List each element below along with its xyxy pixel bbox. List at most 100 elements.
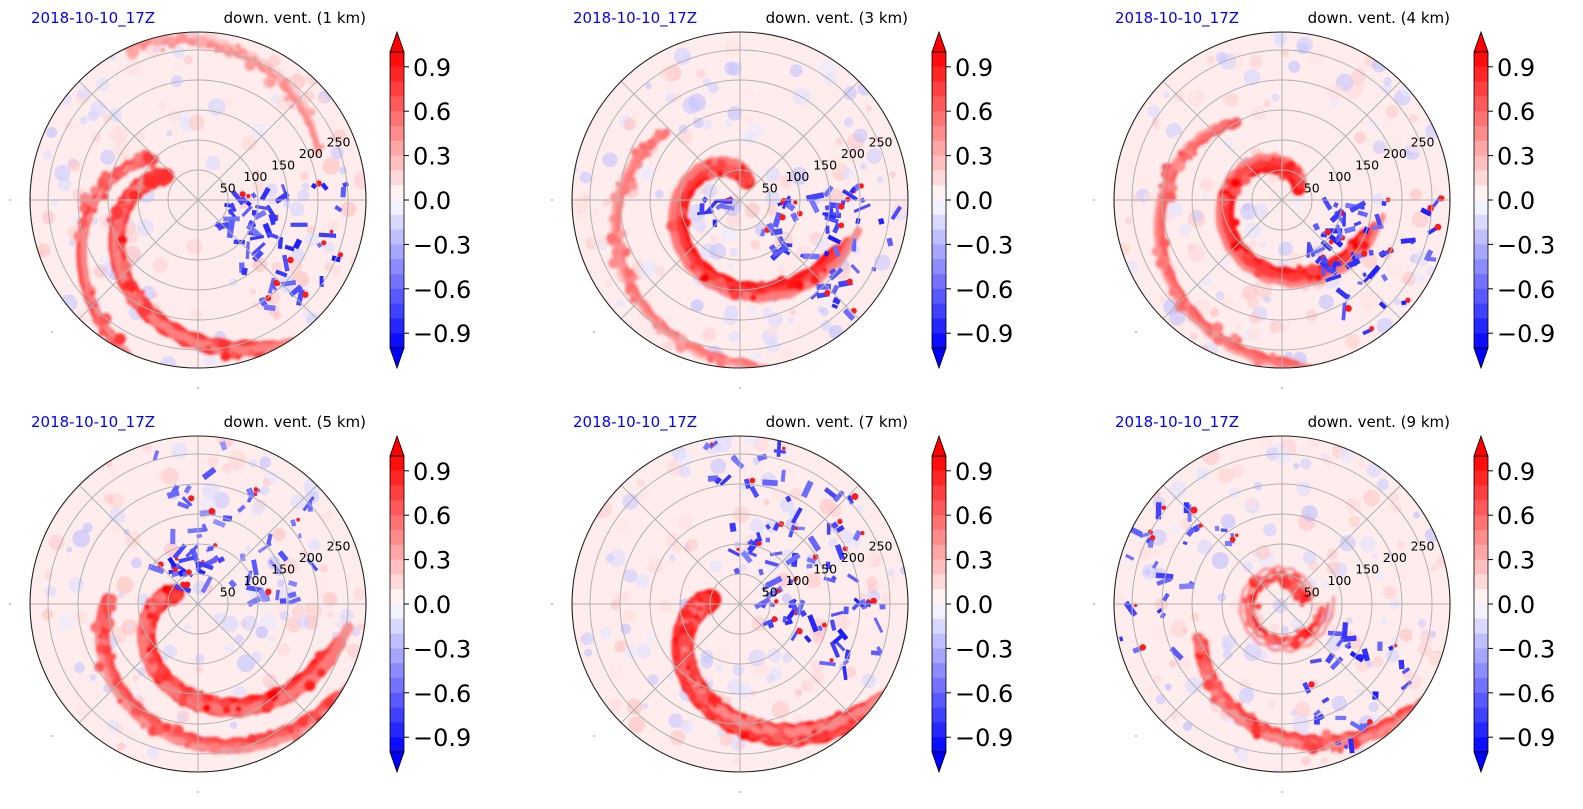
radial-tick-label: 200 [841,146,865,161]
colorbar-level [1474,589,1488,605]
colorbar-level [390,530,404,546]
colorbar-tick-label: −0.6 [413,276,471,304]
colorbar-level [1474,678,1488,694]
radial-tick-label: 50 [762,181,778,196]
colorbar-level [1474,140,1488,157]
colorbar-level [932,559,946,575]
colorbar-tick-label: −0.6 [1497,276,1555,304]
colorbar-level [390,288,404,305]
colorbar-tick-label: −0.3 [413,635,471,663]
panel-title-left: 2018-10-10_17Z [31,413,155,432]
polar-panel-2: 2018-10-10_17Z down. vent. (3 km) 50 100150… [551,9,1013,389]
colorbar-level [1474,559,1488,575]
colorbar-level [932,170,946,186]
colorbar-level [390,185,404,201]
polar-panel-4: 2018-10-10_17Z down. vent. (5 km) 50 100150… [9,413,471,793]
colorbar-level [1474,456,1488,472]
colorbar-level [932,229,946,245]
colorbar-level [1474,155,1488,171]
colorbar-tick-label: 0.6 [413,98,451,126]
radial-tick-label: 150 [271,562,295,577]
colorbar-tick-label: −0.3 [955,635,1013,663]
colorbar-level [390,81,404,97]
radial-tick-label: 100 [786,573,810,588]
polar-panel-5: 2018-10-10_17Z down. vent. (7 km) 50 100150… [551,413,1013,793]
colorbar-level [390,559,404,575]
colorbar-extend-min [389,347,405,370]
colorbar-level [390,259,404,275]
colorbar-level [932,633,946,649]
colorbar-level [932,604,946,620]
colorbar-level [1474,574,1488,590]
colorbar-level [1474,200,1488,216]
colorbar-level [932,244,946,260]
radial-tick-label: 200 [299,146,323,161]
colorbar-tick-label: 0.9 [955,54,993,82]
colorbar-level [390,456,404,472]
colorbar-level [932,140,946,157]
colorbar-level [932,288,946,305]
panel-title-right: down. vent. (1 km) [224,9,366,27]
colorbar-tick-label: 0.6 [955,502,993,530]
radial-tick-label: 200 [841,550,865,565]
colorbar-tick-label: 0.9 [955,458,993,486]
colorbar-level [1474,229,1488,245]
colorbar-tick-label: 0.9 [1497,458,1535,486]
colorbar-level [390,574,404,590]
panel-title-right: down. vent. (3 km) [766,9,908,27]
colorbar-tick-label: 0.0 [955,187,993,215]
radial-tick-label: 150 [813,562,837,577]
colorbar-level [932,456,946,472]
colorbar-level [932,485,946,501]
radial-tick-label: 50 [220,181,236,196]
colorbar-level [1474,244,1488,260]
colorbar-level [1474,66,1488,83]
radial-tick-label: 100 [1328,573,1352,588]
panel-title-left: 2018-10-10_17Z [573,413,697,432]
colorbar-level [932,500,946,516]
colorbar-level [1474,96,1488,112]
colorbar-level [390,318,404,334]
colorbar: 0.9 0.6 0.3 0.0 −0.3 −0.6 −0.9 [931,30,1013,370]
polar-boundary [29,31,367,369]
radial-tick-label: 100 [786,169,810,184]
colorbar-level [932,544,946,561]
colorbar-level [932,318,946,334]
colorbar-level [1474,214,1488,231]
colorbar-level [390,52,404,68]
polar-boundary [1113,435,1451,773]
colorbar-extend-max [389,434,405,457]
colorbar-level [1474,722,1488,738]
colorbar-level [1474,81,1488,97]
colorbar-tick-label: 0.6 [1497,98,1535,126]
colorbar-level [932,333,946,349]
colorbar-level [932,96,946,112]
radial-tick-label: 100 [1328,169,1352,184]
polar-boundary [571,435,909,773]
radial-tick-label: 200 [299,550,323,565]
colorbar-level [390,544,404,561]
panel-title-right: down. vent. (9 km) [1308,413,1450,431]
colorbar-extend-max [1473,434,1489,457]
polar-grid [1114,436,1450,772]
colorbar-extend-max [931,434,947,457]
radial-tick-label: 150 [813,158,837,173]
colorbar-tick-label: −0.9 [413,724,471,752]
radial-tick-label: 200 [1383,550,1407,565]
colorbar-tick-label: −0.6 [955,680,1013,708]
colorbar-level [390,66,404,83]
panel-title-left: 2018-10-10_17Z [573,9,697,28]
colorbar-tick-label: −0.9 [413,320,471,348]
colorbar-level [390,648,404,664]
colorbar-tick-label: 0.0 [413,187,451,215]
colorbar-level [932,707,946,723]
polar-grid [1114,32,1450,368]
colorbar-tick-label: −0.3 [955,231,1013,259]
colorbar-level [1474,288,1488,305]
colorbar-level [390,155,404,171]
colorbar-level [1474,633,1488,649]
colorbar-level [1474,303,1488,319]
polar-grid [30,436,366,772]
colorbar-tick-label: 0.0 [1497,187,1535,215]
colorbar: 0.9 0.6 0.3 0.0 −0.3 −0.6 −0.9 [389,30,471,370]
